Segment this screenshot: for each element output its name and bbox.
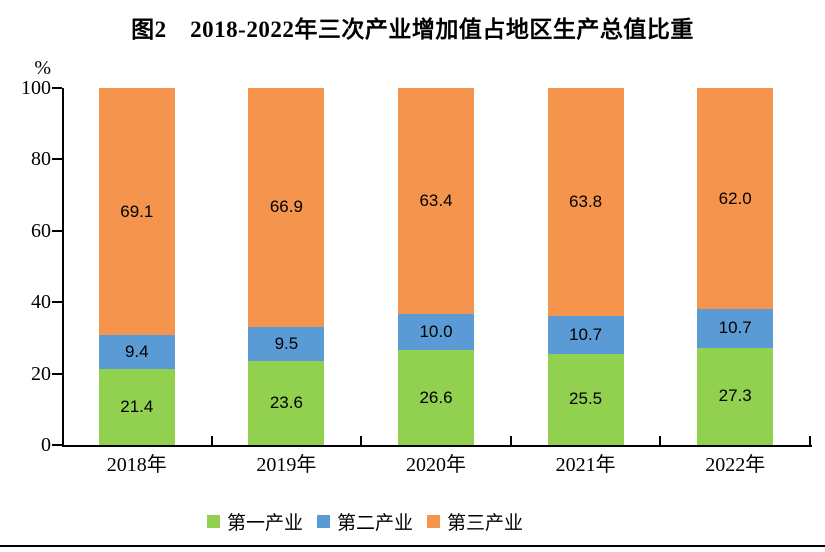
legend-item: 第二产业 bbox=[316, 508, 413, 535]
y-tick-label: 80 bbox=[31, 148, 51, 171]
bar-value-label: 9.4 bbox=[124, 341, 149, 361]
bottom-divider-line bbox=[0, 545, 825, 547]
bar-value-label: 25.5 bbox=[569, 389, 603, 409]
bar-value-label: 10.7 bbox=[569, 324, 603, 344]
y-tick-label: 60 bbox=[31, 219, 51, 242]
bar-segment: 69.1 bbox=[98, 88, 175, 336]
bar-segment: 21.4 bbox=[98, 368, 175, 445]
bar-value-label: 23.6 bbox=[269, 392, 303, 412]
y-axis-tick bbox=[52, 158, 62, 161]
x-category-label: 2021年 bbox=[555, 454, 616, 476]
x-axis-tick bbox=[210, 436, 213, 445]
bar-segment: 63.4 bbox=[398, 88, 474, 315]
legend-swatch bbox=[316, 515, 330, 528]
bar-value-label: 21.4 bbox=[120, 396, 154, 416]
bar-segment: 25.5 bbox=[547, 353, 624, 445]
bar-value-label: 63.4 bbox=[419, 191, 453, 211]
bar-value-label: 10.7 bbox=[718, 318, 752, 338]
y-axis-tick bbox=[52, 372, 62, 375]
bar-segment: 10.0 bbox=[398, 314, 474, 351]
legend-label: 第二产业 bbox=[336, 513, 413, 534]
chart-title: 图2 2018-2022年三次产业增加值占地区生产总值比重 bbox=[131, 17, 694, 42]
bar-segment: 9.5 bbox=[248, 326, 325, 361]
legend-item: 第一产业 bbox=[206, 508, 303, 535]
x-axis-tick bbox=[360, 436, 363, 445]
bar-value-label: 9.5 bbox=[274, 333, 299, 353]
chart-legend: 第一产业 第二产业 第三产业 bbox=[0, 508, 730, 535]
legend-label: 第三产业 bbox=[447, 513, 524, 534]
x-category-label: 2020年 bbox=[405, 454, 466, 476]
x-axis-tick bbox=[509, 436, 512, 445]
legend-item: 第三产业 bbox=[427, 508, 523, 535]
bar-segment: 63.8 bbox=[547, 88, 624, 316]
x-axis-line bbox=[62, 445, 812, 447]
x-category-label: 2018年 bbox=[106, 454, 167, 476]
bar-value-label: 62.0 bbox=[718, 188, 752, 208]
bar-segment: 10.7 bbox=[547, 315, 624, 354]
y-tick-label: 40 bbox=[31, 291, 51, 314]
x-category-label: 2019年 bbox=[256, 454, 317, 476]
bar-value-label: 27.3 bbox=[718, 386, 752, 406]
y-axis-tick bbox=[52, 444, 62, 446]
x-axis-tick bbox=[659, 436, 662, 445]
bar-value-label: 26.6 bbox=[419, 387, 453, 407]
x-axis-tick bbox=[809, 436, 811, 445]
y-axis-unit-label: % bbox=[34, 57, 51, 79]
bar-value-label: 66.9 bbox=[269, 197, 303, 217]
y-axis-line bbox=[62, 88, 64, 447]
x-category-label: 2022年 bbox=[705, 454, 766, 476]
bar-value-label: 10.0 bbox=[419, 322, 453, 342]
bar-segment: 27.3 bbox=[697, 347, 774, 445]
bar-value-label: 63.8 bbox=[569, 191, 603, 211]
bar-segment: 23.6 bbox=[248, 360, 325, 445]
legend-swatch bbox=[427, 515, 440, 528]
bar-segment: 9.4 bbox=[98, 335, 175, 369]
y-tick-label: 100 bbox=[21, 77, 51, 99]
legend-label: 第一产业 bbox=[226, 513, 303, 534]
bar-segment: 66.9 bbox=[248, 88, 325, 327]
bar-segment: 26.6 bbox=[398, 350, 474, 445]
y-axis-tick bbox=[52, 87, 62, 89]
y-tick-label: 20 bbox=[31, 362, 51, 385]
legend-swatch bbox=[206, 515, 220, 528]
bar-segment: 10.7 bbox=[697, 309, 774, 348]
y-axis-tick bbox=[52, 301, 62, 304]
bar-value-label: 69.1 bbox=[120, 201, 154, 221]
y-axis-tick bbox=[52, 229, 62, 232]
y-tick-label: 0 bbox=[41, 434, 51, 456]
bar-segment: 62.0 bbox=[697, 88, 774, 310]
